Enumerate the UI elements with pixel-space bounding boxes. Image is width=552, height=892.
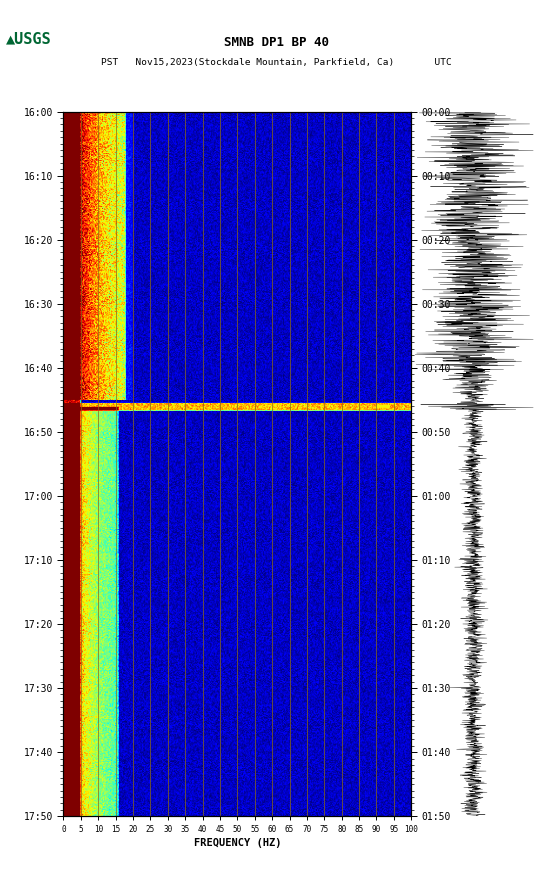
Text: ▲USGS: ▲USGS (6, 31, 51, 46)
Text: PST   Nov15,2023(Stockdale Mountain, Parkfield, Ca)       UTC: PST Nov15,2023(Stockdale Mountain, Parkf… (100, 58, 452, 67)
X-axis label: FREQUENCY (HZ): FREQUENCY (HZ) (194, 838, 281, 848)
Text: SMNB DP1 BP 40: SMNB DP1 BP 40 (224, 36, 328, 49)
